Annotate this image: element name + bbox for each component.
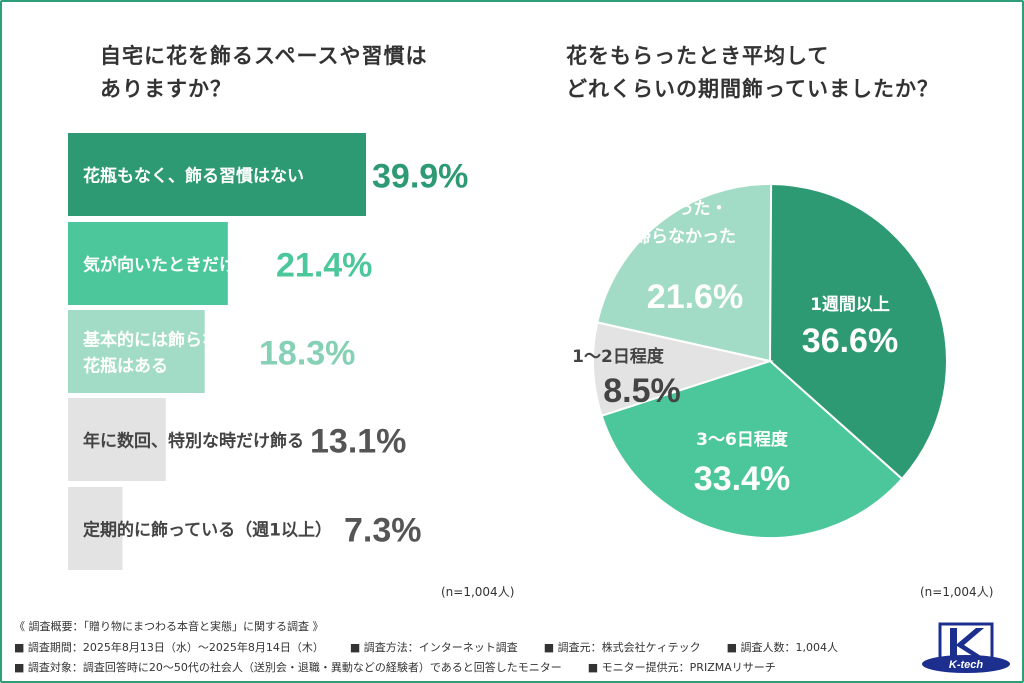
bar-4 — [68, 398, 166, 481]
pie-slice-value: 36.6% — [802, 322, 898, 360]
svg-text:K-tech: K-tech — [949, 659, 984, 671]
pie-chart-sample-note: (n=1,004人) — [920, 585, 994, 599]
k-tech-logo: K-tech — [922, 622, 1010, 673]
survey-detail-item: ■ 調査元：株式会社ケィテック — [543, 641, 701, 654]
survey-heading: 《 調査概要：「贈り物にまつわる本音と実態」に関する調査 》 — [14, 620, 324, 633]
survey-details-line-1: ■ 調査期間：2025年8月13日（水）〜2025年8月14日（木） ■ 調査方法… — [14, 639, 864, 655]
pie-chart: 1週間以上 36.6% 3〜6日程度 33.4% 1〜2日程度 8.5% 飾らなかった・持ち… — [572, 182, 948, 539]
pie-slice-value: 21.6% — [647, 278, 743, 316]
survey-detail-item: ■ 調査方法：インターネット調査 — [349, 641, 518, 654]
bar-category-label: 花瓶はある — [83, 356, 168, 377]
pie-slice-label: 3〜6日程度 — [696, 429, 789, 450]
bar-category-label: 基本的には飾らないが — [82, 330, 253, 351]
pie-slice-value: 8.5% — [603, 372, 681, 410]
pie-slice-2 — [600, 359, 904, 539]
pie-chart-title: 花をもらったとき平均して どれくらいの期間飾っていましたか？ — [566, 44, 939, 101]
survey-detail-item: ■ 調査対象：調査回答時に20〜50代の社会人（送別会・退職・異動などの経験者）… — [14, 661, 562, 674]
bar-category-label: 気が向いたときだけ飾る — [82, 255, 270, 276]
pie-slice-label: 1週間以上 — [810, 295, 890, 315]
bar-category-label: 定期的に飾っている（週1以上） — [83, 520, 332, 541]
bar-value-label: 21.4% — [276, 247, 372, 285]
bar-value-label: 39.9% — [372, 158, 468, 196]
pie-slice-value: 33.4% — [694, 460, 790, 498]
bar-value-label: 7.3% — [344, 512, 422, 550]
bar-value-label: 18.3% — [259, 335, 355, 373]
bar-value-label: 13.1% — [310, 423, 406, 461]
bar-category-label: 年に数回、特別な時だけ飾る — [83, 431, 304, 452]
bar-5 — [68, 487, 123, 570]
bar-chart-title: 自宅に花を飾るスペースや習慣は ありますか？ — [100, 44, 428, 101]
bar-category-label: 花瓶もなく、飾る習慣はない — [83, 166, 304, 187]
pie-slice-4 — [596, 183, 773, 363]
pie-slice-label: 持ち帰らなかった — [600, 226, 736, 247]
pie-slice-label: 1〜2日程度 — [572, 346, 665, 367]
survey-detail-item: ■ モニター提供元：PRIZMAリサーチ — [587, 661, 776, 674]
pie-slice-3 — [592, 321, 774, 417]
bar-1 — [68, 133, 366, 216]
pie-slice-label: 飾らなかった・ — [609, 198, 728, 219]
survey-details-line-2: ■ 調査対象：調査回答時に20〜50代の社会人（送別会・退職・異動などの経験者）… — [14, 659, 802, 675]
bar-2 — [68, 222, 228, 305]
bar-chart: 花瓶もなく、飾る習慣はない 39.9% 気が向いたときだけ飾る 21.4% 基本的には飾… — [68, 133, 468, 570]
pie-slice-1 — [769, 182, 948, 481]
survey-detail-item: ■ 調査期間：2025年8月13日（水）〜2025年8月14日（木） — [14, 641, 324, 654]
bar-chart-sample-note: (n=1,004人) — [441, 585, 515, 599]
survey-detail-item: ■ 調査人数：1,004人 — [726, 641, 839, 654]
bar-3 — [68, 310, 205, 393]
